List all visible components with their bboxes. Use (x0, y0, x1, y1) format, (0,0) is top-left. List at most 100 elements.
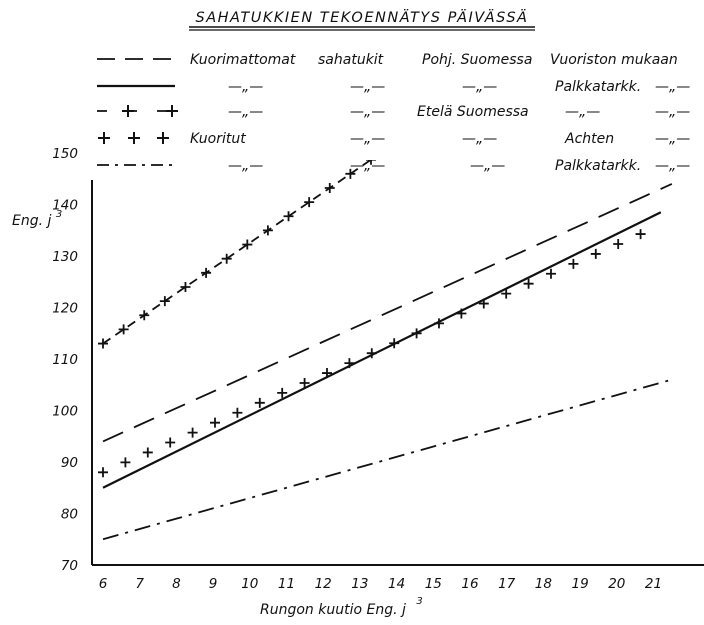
x-tick-label: 8 (172, 576, 181, 592)
series-dash-plus (98, 126, 417, 349)
series-marker-plus (478, 298, 489, 309)
series-marker-plus (254, 397, 265, 408)
series-marker-plus (389, 338, 400, 349)
y-tick-label: 100 (52, 404, 78, 420)
legend-cell: sahatukit (318, 52, 384, 68)
legend-cell: —„— (655, 79, 690, 95)
series-marker-plus (387, 141, 397, 151)
x-tick-label: 7 (135, 576, 144, 592)
x-tick-label: 9 (209, 576, 218, 592)
legend-cell: Etelä Suomessa (417, 104, 529, 120)
y-tick-label: 120 (52, 301, 78, 317)
legend-cell: —„— (655, 158, 690, 174)
legend-cell: Pohj. Suomessa (422, 52, 532, 68)
series-marker-plus (180, 281, 191, 292)
x-tick-label: 19 (572, 576, 589, 592)
x-tick-label: 14 (388, 576, 405, 592)
x-tick-label: 18 (535, 576, 552, 592)
legend-cell: —„— (350, 104, 385, 120)
x-tick-label: 20 (608, 576, 625, 592)
legend-cell: Kuorimattomat (190, 52, 296, 68)
series-marker-plus (590, 248, 601, 259)
series-marker-plus (344, 358, 355, 369)
legend-cell: Vuoriston mukaan (550, 52, 678, 68)
series-marker-plus (221, 253, 232, 264)
series-marker-plus (304, 197, 315, 208)
x-tick-label: 13 (351, 576, 368, 592)
series-marker-plus (407, 126, 417, 136)
series-marker-plus (118, 324, 129, 335)
legend-row-solid: —„— —„— —„— Palkkatarkk. —„— (97, 79, 690, 95)
legend-cell: —„— (350, 158, 385, 174)
series-marker-plus (299, 377, 310, 388)
x-tick-label: 17 (498, 576, 516, 592)
x-tick-label: 11 (278, 576, 295, 592)
y-ticks: 70 80 90 100 110 120 130 140 150 (52, 146, 78, 574)
legend-cell: Palkkatarkk. (555, 158, 641, 174)
series-marker-plus (187, 427, 198, 438)
legend-row-dash-dot: —„— —„— —„— Palkkatarkk. —„— (97, 158, 690, 174)
series-marker-plus (456, 308, 467, 319)
y-tick-label: 150 (52, 146, 78, 162)
legend-cell: —„— (228, 79, 263, 95)
series-plus (98, 229, 646, 478)
series-dashed (102, 183, 673, 443)
series-marker-plus (232, 407, 243, 418)
series-solid (102, 211, 662, 489)
series-marker-plus (283, 211, 294, 222)
series-marker-plus (201, 267, 212, 278)
series-marker-plus (345, 168, 356, 179)
legend-cell: —„— (350, 131, 385, 147)
series-marker-plus (142, 447, 153, 458)
series-marker-plus (120, 457, 131, 468)
legend: Kuorimattomat sahatukit Pohj. Suomessa Vuor… (97, 52, 690, 174)
x-tick-label: 21 (645, 576, 662, 592)
series-line-dash-dot (102, 378, 673, 541)
legend-cell: —„— (350, 79, 385, 95)
series-marker-plus (433, 318, 444, 329)
y-tick-label: 140 (52, 198, 78, 214)
x-axis-label-text: Rungon kuutio Eng. j (260, 602, 406, 618)
legend-marker-plus (128, 132, 140, 144)
series-marker-plus (568, 258, 579, 269)
series-marker-plus (242, 239, 253, 250)
y-tick-label: 90 (61, 455, 78, 471)
legend-row-dashed: Kuorimattomat sahatukit Pohj. Suomessa Vuor… (97, 52, 678, 68)
x-tick-label: 12 (315, 576, 332, 592)
series-marker-plus (324, 182, 335, 193)
x-ticks: 6 7 8 9 10 11 12 13 14 15 16 17 18 19 20 21 (99, 576, 662, 592)
chart-title: SAHATUKKIEN TEKOENNÄTYS PÄIVÄSSÄ (196, 8, 529, 26)
series-line-solid (102, 211, 662, 489)
legend-cell: Achten (564, 131, 614, 147)
series-marker-plus (262, 225, 273, 236)
x-tick-label: 15 (425, 576, 442, 592)
series-marker-plus (159, 296, 170, 307)
series-marker-plus (209, 417, 220, 428)
y-axis-label: Eng. j 3 (12, 209, 62, 229)
series-marker-plus (98, 467, 108, 478)
series-marker-plus (277, 387, 288, 398)
y-tick-label: 70 (61, 558, 78, 574)
legend-cell: —„— (565, 104, 600, 120)
series-marker-plus (139, 310, 150, 321)
series-marker-plus (501, 288, 512, 299)
x-tick-label: 10 (241, 576, 258, 592)
series-marker-plus (321, 368, 332, 379)
series-dash-dot (102, 378, 673, 541)
x-tick-label: 16 (461, 576, 478, 592)
series-marker-plus (613, 239, 624, 250)
legend-cell: —„— (228, 158, 263, 174)
series-marker-plus (98, 338, 108, 349)
series-marker-plus (635, 229, 646, 240)
series-marker-plus (411, 328, 422, 339)
series-marker-plus (165, 437, 176, 448)
y-axis-label-sup: 3 (56, 209, 62, 220)
legend-marker-plus (122, 105, 134, 117)
legend-marker-plus (98, 132, 110, 144)
series-marker-plus (545, 268, 556, 279)
y-axis-label-text: Eng. j (12, 213, 52, 229)
legend-cell: —„— (462, 79, 497, 95)
legend-cell: Palkkatarkk. (555, 79, 641, 95)
series-group (98, 126, 673, 541)
legend-cell: —„— (655, 104, 690, 120)
